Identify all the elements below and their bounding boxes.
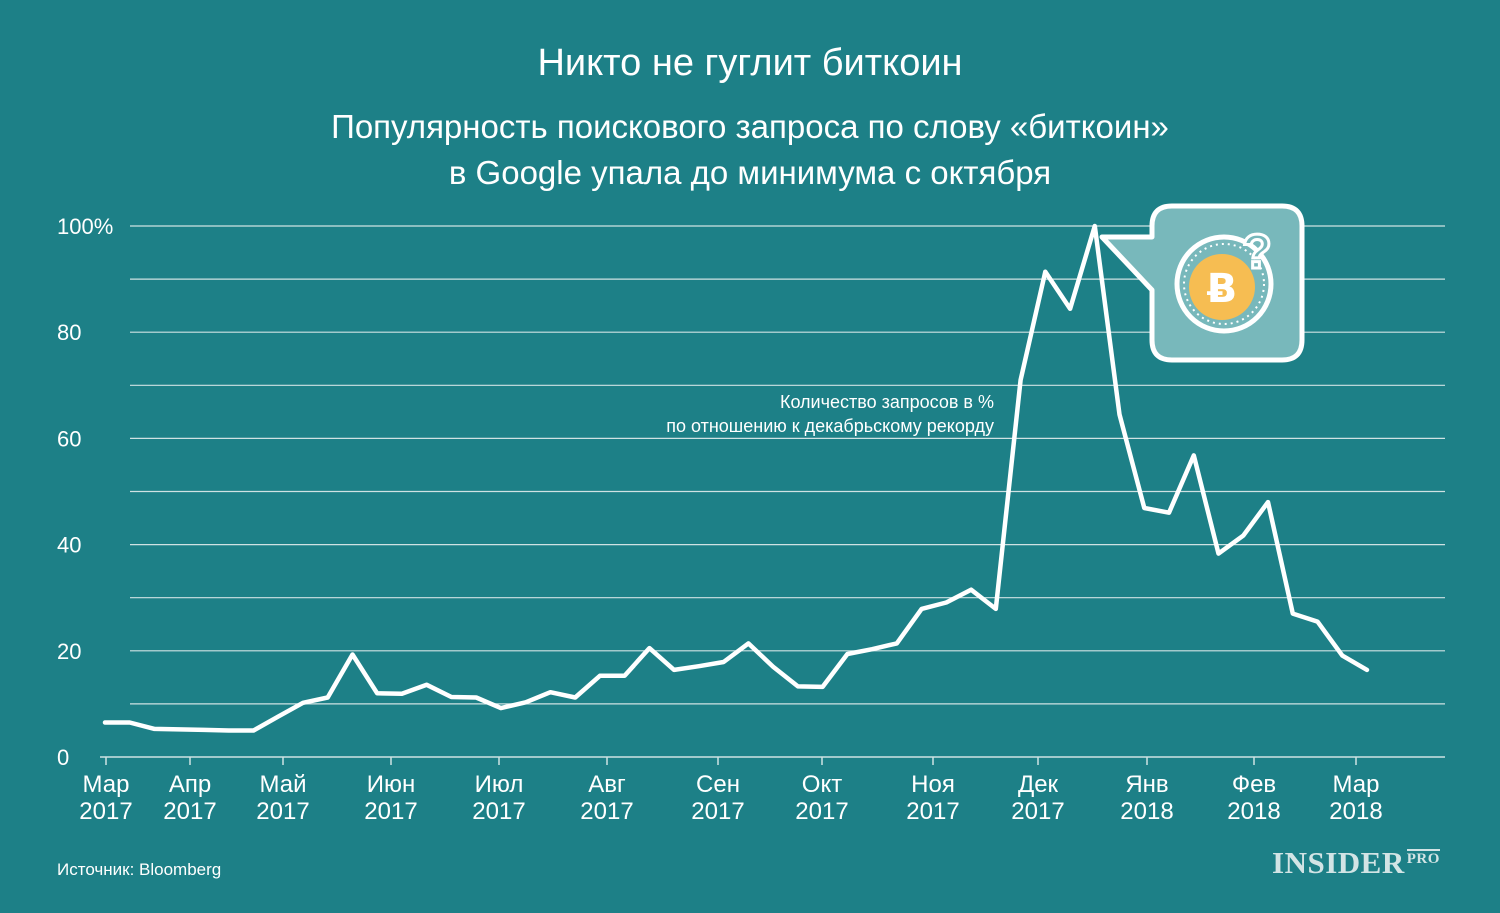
y-axis: 100% 80 60 40 20 0 — [57, 214, 113, 770]
x-tick-label-month: Сен — [696, 771, 740, 798]
x-tick-label-year: 2018 — [1329, 798, 1382, 825]
brand-name: INSIDER — [1272, 845, 1405, 880]
x-tick-label-year: 2017 — [79, 798, 132, 825]
x-tick-label-month: Мар — [1333, 771, 1380, 798]
subtitle-line-2: в Google упала до минимума с октября — [448, 154, 1052, 191]
x-tick-label-year: 2018 — [1120, 798, 1173, 825]
x-tick-label-month: Апр — [169, 771, 211, 798]
x-tick-label-year: 2017 — [691, 798, 744, 825]
annotation-line-1: Количество запросов в % — [780, 392, 994, 412]
x-tick-label-month: Июл — [475, 771, 524, 798]
x-tick-label-month: Окт — [802, 771, 842, 798]
x-tick-label-year: 2017 — [256, 798, 309, 825]
series-line — [102, 223, 1370, 733]
bitcoin-question-bubble-icon: Ƀ ? — [1099, 203, 1305, 363]
x-tick-label-year: 2017 — [795, 798, 848, 825]
x-tick-label-year: 2018 — [1227, 798, 1280, 825]
gridlines — [100, 225, 1445, 758]
y-tick-label: 100% — [57, 214, 113, 239]
series-group — [102, 223, 1370, 733]
x-tick-label-year: 2017 — [472, 798, 525, 825]
y-tick-label: 60 — [57, 426, 81, 451]
subtitle-line-1: Популярность поискового запроса по слову… — [331, 108, 1169, 145]
annotation-line-2: по отношению к декабрьскому рекорду — [666, 416, 994, 436]
question-mark-icon: ? — [1242, 226, 1271, 279]
x-tick-label-month: Фев — [1232, 771, 1276, 798]
x-tick-label-year: 2017 — [163, 798, 216, 825]
bitcoin-coin-icon — [1189, 254, 1255, 320]
brand-suffix: PRO — [1406, 849, 1440, 867]
annotation: Количество запросов в % по отношению к д… — [666, 392, 994, 436]
x-tick-label-year: 2017 — [580, 798, 633, 825]
chart-title: Никто не гуглит биткоин — [537, 42, 963, 84]
y-tick-label: 20 — [57, 639, 81, 664]
x-tick-label-year: 2017 — [906, 798, 959, 825]
bitcoin-symbol-icon: Ƀ — [1207, 266, 1238, 312]
x-axis: Мар2017Апр2017Май2017Июн2017Июл2017Авг20… — [79, 757, 1383, 825]
x-tick-label-month: Дек — [1018, 771, 1059, 798]
x-tick-label-month: Июн — [367, 771, 416, 798]
x-tick-label-month: Авг — [588, 771, 626, 798]
x-tick-label-year: 2017 — [1011, 798, 1064, 825]
insider-pro-logo: INSIDER PRO — [1272, 845, 1440, 881]
y-tick-label: 40 — [57, 533, 81, 558]
source-note: Источник: Bloomberg — [57, 860, 222, 879]
x-tick-label-month: Янв — [1125, 771, 1168, 798]
x-tick-label-month: Май — [259, 771, 306, 798]
x-tick-label-month: Ноя — [911, 771, 955, 798]
x-tick-label-year: 2017 — [364, 798, 417, 825]
x-tick-label-month: Мар — [83, 771, 130, 798]
chart-subtitle: Популярность поискового запроса по слову… — [0, 104, 1500, 196]
y-tick-label: 80 — [57, 320, 81, 345]
y-tick-label: 0 — [57, 745, 69, 770]
coin-ring-icon — [1174, 234, 1274, 334]
coin-dotted-ring-icon — [1183, 243, 1265, 325]
